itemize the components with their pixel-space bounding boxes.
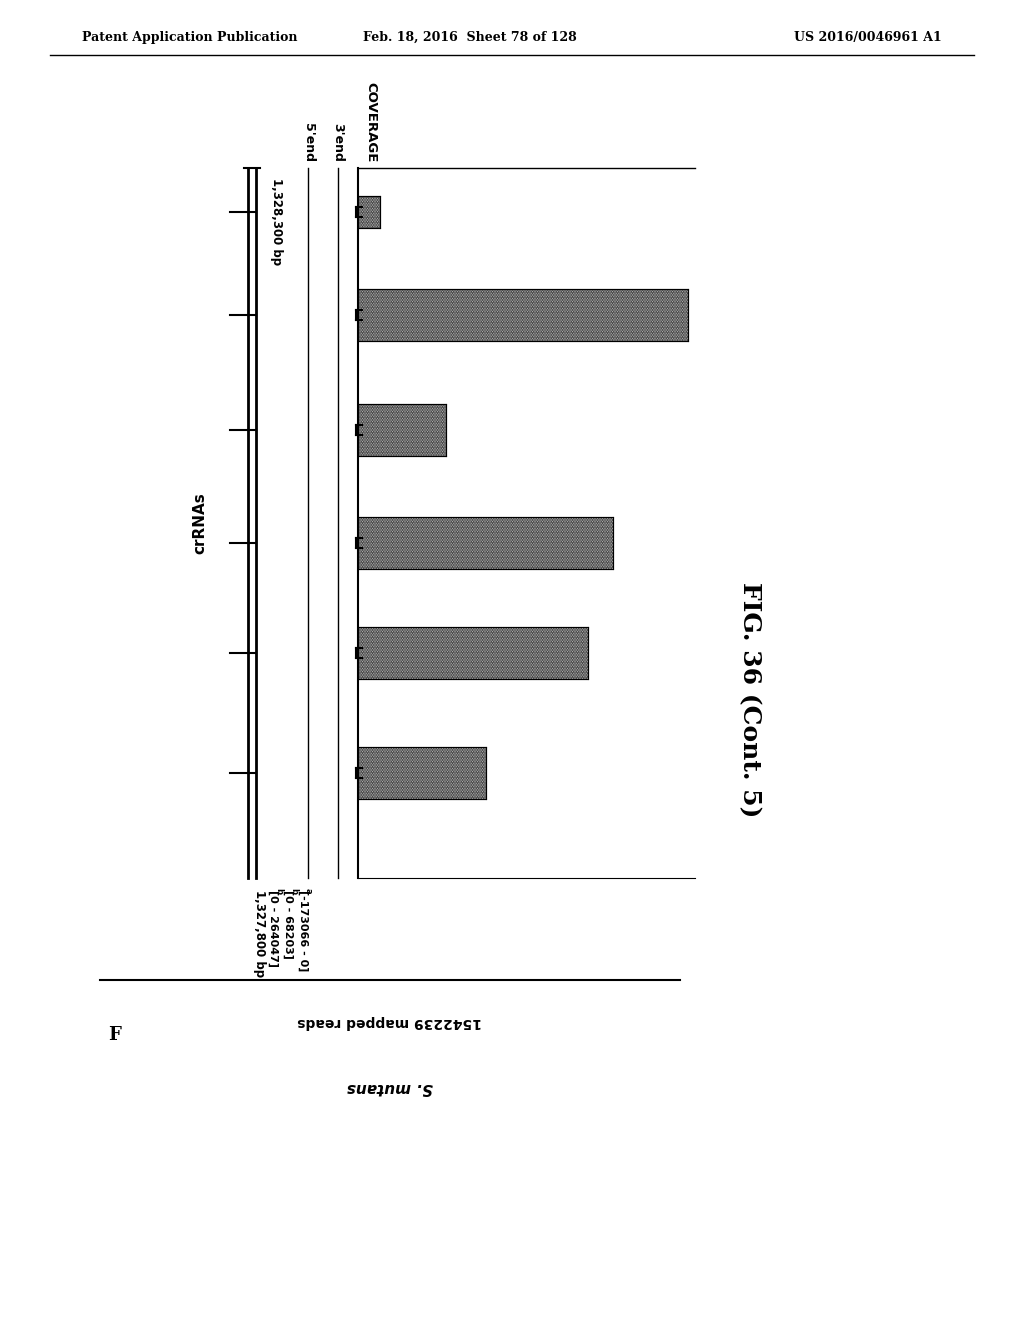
Bar bbox=[358, 404, 446, 455]
Text: 5'end: 5'end bbox=[301, 123, 314, 162]
Text: S. mutans: S. mutans bbox=[347, 1080, 433, 1096]
Bar bbox=[358, 289, 688, 341]
Text: 1,327,800 bp: 1,327,800 bp bbox=[253, 890, 266, 977]
Text: 1542239 mapped reads: 1542239 mapped reads bbox=[298, 1015, 482, 1030]
Text: crRNAs: crRNAs bbox=[193, 492, 208, 554]
Text: FIG. 36 (Cont. 5): FIG. 36 (Cont. 5) bbox=[738, 582, 762, 817]
Bar bbox=[358, 517, 613, 569]
Text: Feb. 18, 2016  Sheet 78 of 128: Feb. 18, 2016 Sheet 78 of 128 bbox=[364, 30, 577, 44]
Text: 1,328,300 bp: 1,328,300 bp bbox=[270, 178, 283, 265]
Text: b: b bbox=[274, 888, 283, 894]
Bar bbox=[358, 195, 380, 228]
Text: 3'end: 3'end bbox=[332, 123, 344, 162]
Bar bbox=[358, 747, 486, 799]
Bar bbox=[358, 627, 588, 678]
Text: a: a bbox=[304, 888, 313, 894]
Text: F: F bbox=[109, 1026, 122, 1044]
Text: b: b bbox=[289, 888, 298, 894]
Text: [-173066 - 0]: [-173066 - 0] bbox=[298, 890, 308, 972]
Text: US 2016/0046961 A1: US 2016/0046961 A1 bbox=[795, 30, 942, 44]
Text: COVERAGE: COVERAGE bbox=[364, 82, 377, 162]
Text: Patent Application Publication: Patent Application Publication bbox=[82, 30, 298, 44]
Text: [0 - 68203]: [0 - 68203] bbox=[283, 890, 293, 958]
Text: [0 - 264047]: [0 - 264047] bbox=[268, 890, 279, 968]
